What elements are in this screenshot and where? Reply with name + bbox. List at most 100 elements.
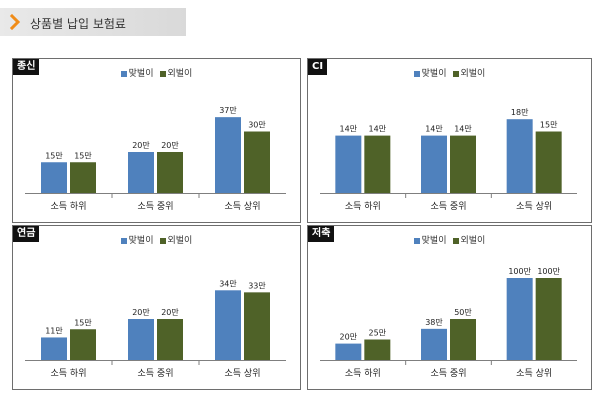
- bar: [364, 135, 391, 193]
- bar: [128, 319, 154, 360]
- data-label: 20만: [132, 141, 150, 150]
- bar: [157, 319, 183, 360]
- category-label: 소득 하위: [345, 368, 381, 379]
- legend-item: 외벌이: [159, 233, 193, 246]
- data-label: 25만: [369, 329, 387, 338]
- data-label: 14만: [425, 125, 443, 134]
- category-label: 소득 하위: [345, 201, 381, 212]
- legend-label: 외벌이: [460, 69, 486, 79]
- bar: [421, 328, 447, 360]
- bar: [421, 135, 447, 193]
- legend-item: 외벌이: [452, 66, 486, 79]
- data-label: 15만: [540, 121, 558, 130]
- legend-item: 맞벌이: [413, 66, 447, 79]
- section-title: 상품별 납입 보험료: [30, 17, 126, 31]
- legend-item: 맞벌이: [120, 66, 154, 79]
- legend-swatch: [120, 70, 127, 77]
- category-label: 소득 하위: [51, 201, 87, 212]
- category-label: 소득 하위: [51, 368, 87, 379]
- bar: [450, 135, 476, 193]
- category-label: 소득 상위: [516, 201, 552, 212]
- data-label: 20만: [161, 141, 179, 150]
- legend-item: 맞벌이: [413, 233, 447, 246]
- chart-legend: 맞벌이 외벌이: [13, 66, 300, 79]
- category-label: 소득 중위: [138, 201, 174, 212]
- data-label: 30만: [248, 121, 266, 130]
- bar: [335, 343, 362, 360]
- legend-label: 외벌이: [167, 69, 193, 79]
- chart-title: 종신: [13, 59, 40, 75]
- legend-swatch: [452, 70, 459, 77]
- bar: [215, 117, 241, 193]
- bar: [535, 131, 562, 193]
- legend-swatch: [159, 70, 166, 77]
- legend-label: 외벌이: [460, 236, 486, 246]
- data-label: 20만: [132, 308, 150, 317]
- bar: [506, 119, 533, 193]
- bar: [450, 319, 476, 360]
- data-label: 20만: [340, 333, 358, 342]
- data-label: 38만: [425, 318, 443, 327]
- data-label: 100만: [537, 267, 560, 276]
- data-label: 14만: [454, 125, 472, 134]
- bar: [364, 339, 391, 360]
- data-label: 18만: [511, 108, 529, 117]
- legend-label: 맞벌이: [128, 69, 154, 79]
- bar: [70, 329, 96, 360]
- category-label: 소득 중위: [431, 368, 467, 379]
- chart-title: CI: [308, 59, 328, 75]
- bar: [41, 162, 67, 193]
- category-label: 소득 중위: [431, 201, 467, 212]
- bar: [70, 162, 96, 193]
- chart-panel-jeochuk: 20만 25만 소득 하위 38만 50만 소득 중위 100만 100만 소득 상위 저축 맞벌이…: [307, 225, 592, 390]
- data-label: 100만: [508, 267, 531, 276]
- chart-legend: 맞벌이 외벌이: [308, 233, 591, 246]
- data-label: 50만: [454, 308, 472, 317]
- bar: [335, 135, 362, 193]
- legend-item: 외벌이: [159, 66, 193, 79]
- chevron-right-icon: [9, 14, 21, 30]
- data-label: 34만: [219, 279, 237, 288]
- bar: [215, 290, 241, 360]
- data-label: 15만: [45, 151, 63, 160]
- data-label: 37만: [219, 106, 237, 115]
- data-label: 15만: [74, 151, 92, 160]
- legend-swatch: [159, 237, 166, 244]
- legend-label: 맞벌이: [421, 69, 447, 79]
- category-label: 소득 상위: [516, 368, 552, 379]
- chart-title: 저축: [308, 226, 335, 242]
- legend-swatch: [452, 237, 459, 244]
- section-header: 상품별 납입 보험료: [0, 8, 186, 36]
- data-label: 15만: [74, 318, 92, 327]
- data-label: 33만: [248, 281, 266, 290]
- legend-label: 맞벌이: [128, 236, 154, 246]
- bar: [535, 278, 562, 360]
- legend-swatch: [120, 237, 127, 244]
- legend-swatch: [413, 70, 420, 77]
- category-label: 소득 중위: [138, 368, 174, 379]
- chart-legend: 맞벌이 외벌이: [13, 233, 300, 246]
- legend-label: 맞벌이: [421, 236, 447, 246]
- bar: [506, 278, 533, 360]
- bar: [41, 337, 67, 360]
- data-label: 14만: [369, 125, 387, 134]
- chart-title: 연금: [13, 226, 40, 242]
- data-label: 11만: [45, 326, 63, 335]
- data-label: 14만: [340, 125, 358, 134]
- category-label: 소득 상위: [225, 368, 261, 379]
- legend-item: 외벌이: [452, 233, 486, 246]
- bar: [128, 152, 154, 193]
- bar: [244, 131, 270, 193]
- category-label: 소득 상위: [225, 201, 261, 212]
- bar: [244, 292, 270, 360]
- legend-label: 외벌이: [167, 236, 193, 246]
- data-label: 20만: [161, 308, 179, 317]
- chart-legend: 맞벌이 외벌이: [308, 66, 591, 79]
